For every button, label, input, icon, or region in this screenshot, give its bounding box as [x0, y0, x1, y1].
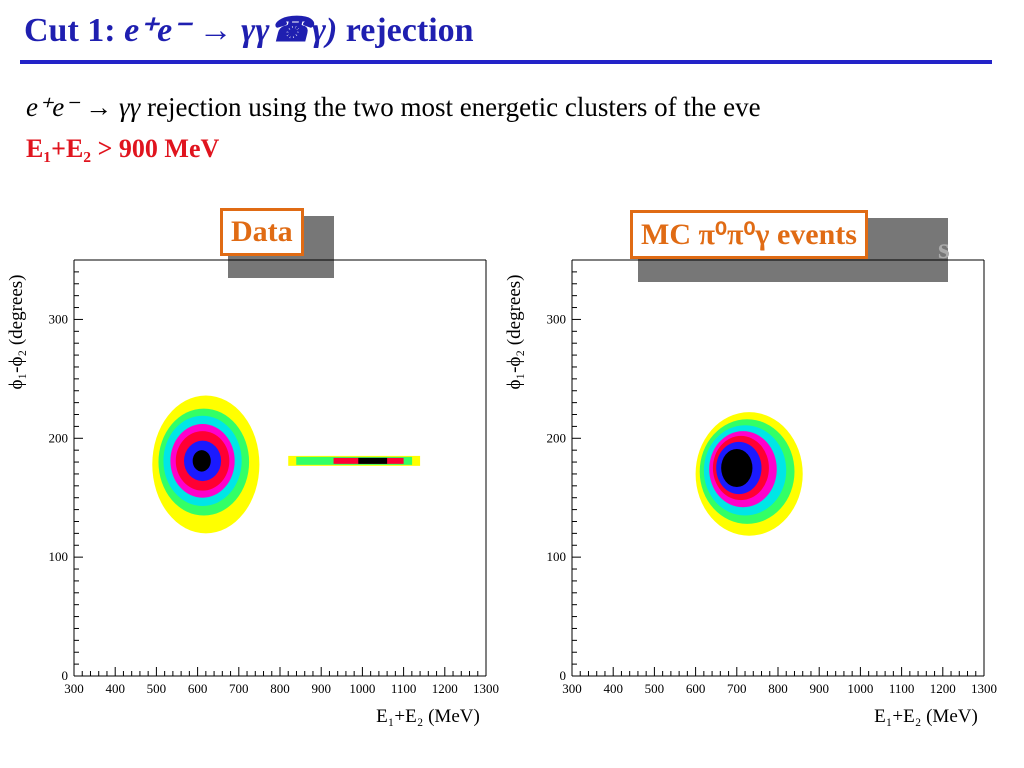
plot1-x-tick-label: 1300: [473, 681, 499, 696]
data-label: Data: [220, 208, 304, 256]
plot1-x-tick-label: 400: [105, 681, 125, 696]
plot2-x-tick-label: 1200: [930, 681, 956, 696]
plot1-band-core: [358, 457, 388, 464]
mc-label-shadow-text: s: [938, 232, 950, 265]
plot2-x-tick-label: 1000: [847, 681, 873, 696]
title-prefix: Cut 1:: [24, 12, 125, 49]
title-reaction: e⁺e⁻ → γγ☎γ): [124, 12, 338, 49]
plot1-x-tick-label: 1200: [432, 681, 458, 696]
title-suffix: rejection: [337, 12, 474, 49]
mc-label: MC π⁰π⁰γ events: [630, 210, 868, 259]
plot2-x-tick-label: 500: [645, 681, 665, 696]
description-reaction: e⁺e⁻ → γγ: [26, 92, 141, 122]
plot1-y-axis-label: ϕ₁-ϕ₂ (degrees): [6, 274, 27, 389]
plot1-x-tick-label: 800: [270, 681, 290, 696]
plot2-contour-level-6: [721, 448, 753, 488]
plot1-y-tick-label: 0: [62, 668, 69, 683]
plot2-y-tick-label: 300: [547, 311, 567, 326]
plot1-x-tick-label: 700: [229, 681, 249, 696]
plot2-x-tick-label: 900: [809, 681, 829, 696]
title-underline: [20, 60, 992, 64]
plot2-x-tick-label: 1100: [889, 681, 915, 696]
plot1-y-tick-label: 300: [49, 311, 69, 326]
description-line: e⁺e⁻ → γγ rejection using the two most e…: [26, 92, 761, 123]
plot2-x-tick-label: 300: [562, 681, 582, 696]
plot2-y-tick-label: 0: [560, 668, 567, 683]
plot1-y-tick-label: 100: [49, 549, 69, 564]
plot1-x-tick-label: 1000: [349, 681, 375, 696]
plot1-x-tick-label: 500: [147, 681, 167, 696]
plot2-x-axis-label: E₁+E₂ (MeV): [874, 706, 978, 727]
plot1-contour-level-6: [192, 450, 211, 472]
plot2-y-tick-label: 200: [547, 430, 567, 445]
plot1-x-axis-label: E₁+E₂ (MeV): [376, 706, 480, 727]
plot2-x-tick-label: 1300: [971, 681, 997, 696]
plot1-x-tick-label: 600: [188, 681, 208, 696]
plot2-x-tick-label: 700: [727, 681, 747, 696]
plot2-x-tick-label: 400: [603, 681, 623, 696]
description-text: rejection using the two most energetic c…: [140, 92, 761, 122]
plot1-x-tick-label: 900: [311, 681, 331, 696]
plot1-y-tick-label: 200: [49, 430, 69, 445]
plot2-y-tick-label: 100: [547, 549, 567, 564]
plot2-x-tick-label: 800: [768, 681, 788, 696]
cut-condition: E₁+E₂ > 900 MeV: [26, 134, 220, 163]
plot1-x-tick-label: 1100: [391, 681, 417, 696]
plot2-y-axis-label: ϕ₁-ϕ₂ (degrees): [504, 274, 525, 389]
plot1-x-tick-label: 300: [64, 681, 84, 696]
slide-title: Cut 1: e⁺e⁻ → γγ☎γ) rejection: [24, 10, 474, 50]
plot2-x-tick-label: 600: [686, 681, 706, 696]
